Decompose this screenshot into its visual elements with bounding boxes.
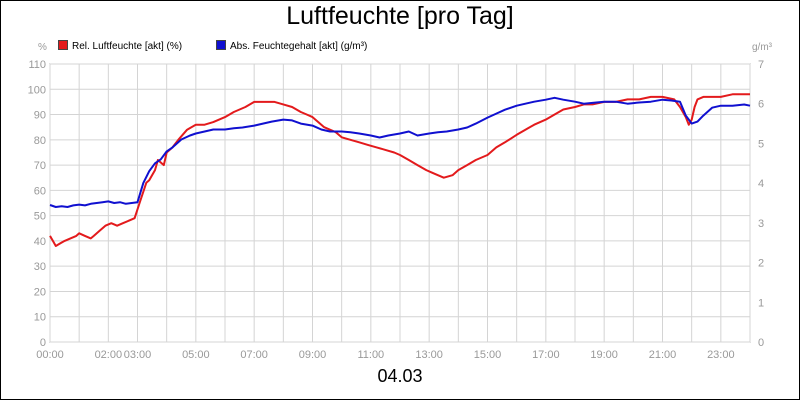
series-line-rel-humidity (49, 93, 750, 247)
x-tick-label: 00:00 (36, 349, 64, 361)
y-tick-label-left: 70 (34, 160, 46, 172)
left-axis-unit: % (38, 42, 47, 53)
y-tick-label-left: 100 (28, 84, 46, 96)
legend-label-rel-humidity: Rel. Luftfeuchte [akt] (%) (72, 41, 183, 52)
x-tick-label: 13:00 (415, 349, 443, 361)
x-tick-label: 15:00 (474, 349, 502, 361)
x-tick-label: 02:00 (95, 349, 123, 361)
x-tick-label: 19:00 (590, 349, 618, 361)
y-tick-label-right: 5 (758, 138, 764, 150)
y-tick-label-right: 1 (758, 297, 764, 309)
y-tick-label-right: 7 (758, 59, 764, 71)
x-tick-label: 21:00 (649, 349, 677, 361)
legend-swatch-blue (216, 40, 226, 50)
series-line-abs-humidity (49, 96, 751, 208)
y-tick-label-right: 6 (758, 99, 764, 111)
y-tick-label-right: 0 (758, 337, 764, 349)
y-tick-label-right: 2 (758, 258, 764, 270)
y-tick-label-left: 50 (34, 211, 46, 223)
y-tick-label-left: 110 (28, 59, 46, 71)
y-tick-label-right: 4 (758, 178, 764, 190)
y-tick-label-left: 40 (34, 236, 46, 248)
x-tick-label: 23:00 (707, 349, 735, 361)
y-tick-label-left: 10 (34, 312, 46, 324)
y-tick-label-left: 90 (34, 110, 46, 122)
legend-item-rel-humidity: Rel. Luftfeuchte [akt] (%) (58, 40, 182, 52)
x-tick-label: 03:00 (124, 349, 152, 361)
x-tick-label: 17:00 (532, 349, 560, 361)
y-tick-label-left: 30 (34, 261, 46, 273)
legend-item-abs-humidity: Abs. Feuchtegehalt [akt] (g/m³) (216, 40, 367, 52)
x-tick-label: 05:00 (182, 349, 210, 361)
y-tick-label-left: 20 (34, 286, 46, 298)
y-tick-label-left: 0 (40, 337, 46, 349)
x-tick-label: 07:00 (240, 349, 268, 361)
y-tick-label-left: 80 (34, 135, 46, 147)
legend-swatch-red (58, 40, 68, 50)
date-label: 04.03 (377, 366, 423, 386)
legend-label-abs-humidity: Abs. Feuchtegehalt [akt] (g/m³) (230, 41, 368, 52)
right-axis-unit: g/m³ (752, 42, 772, 53)
x-tick-label: 11:00 (357, 349, 384, 361)
y-tick-label-left: 60 (34, 185, 46, 197)
chart-title: Luftfeuchte [pro Tag] (286, 2, 514, 30)
y-tick-label-right: 3 (758, 218, 764, 230)
x-tick-label: 09:00 (299, 349, 327, 361)
